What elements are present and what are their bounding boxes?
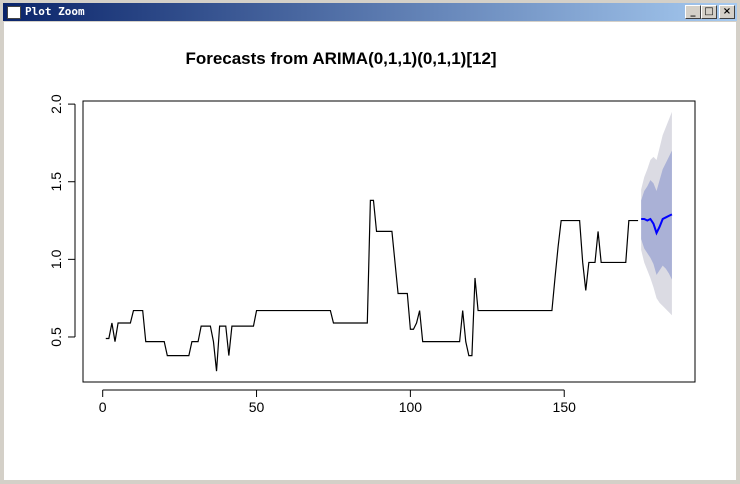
chart-title: Forecasts from ARIMA(0,1,1)(0,1,1)[12] (185, 49, 496, 68)
data-line (641, 213, 673, 236)
interval-band (641, 150, 672, 280)
title-bar: Plot Zoom _ □ × (3, 3, 737, 21)
x-tick-label: 100 (399, 399, 423, 415)
window-title: Plot Zoom (25, 5, 85, 18)
plot-background (4, 22, 736, 480)
data-line (105, 199, 639, 372)
maximize-button[interactable]: □ (701, 5, 717, 19)
y-tick-label: 2.0 (48, 94, 64, 114)
y-tick-label: 1.5 (48, 172, 64, 192)
minimize-button[interactable]: _ (685, 5, 701, 19)
x-tick-label: 0 (99, 399, 107, 415)
y-tick-label: 0.5 (48, 327, 64, 347)
x-tick-label: 150 (553, 399, 577, 415)
plot-frame (82, 100, 696, 383)
y-tick-label: 1.0 (48, 249, 64, 269)
chart: Forecasts from ARIMA(0,1,1)(0,1,1)[12] 0… (4, 22, 736, 480)
close-button[interactable]: × (719, 5, 735, 19)
window-icon (7, 6, 21, 19)
x-tick-label: 50 (249, 399, 265, 415)
